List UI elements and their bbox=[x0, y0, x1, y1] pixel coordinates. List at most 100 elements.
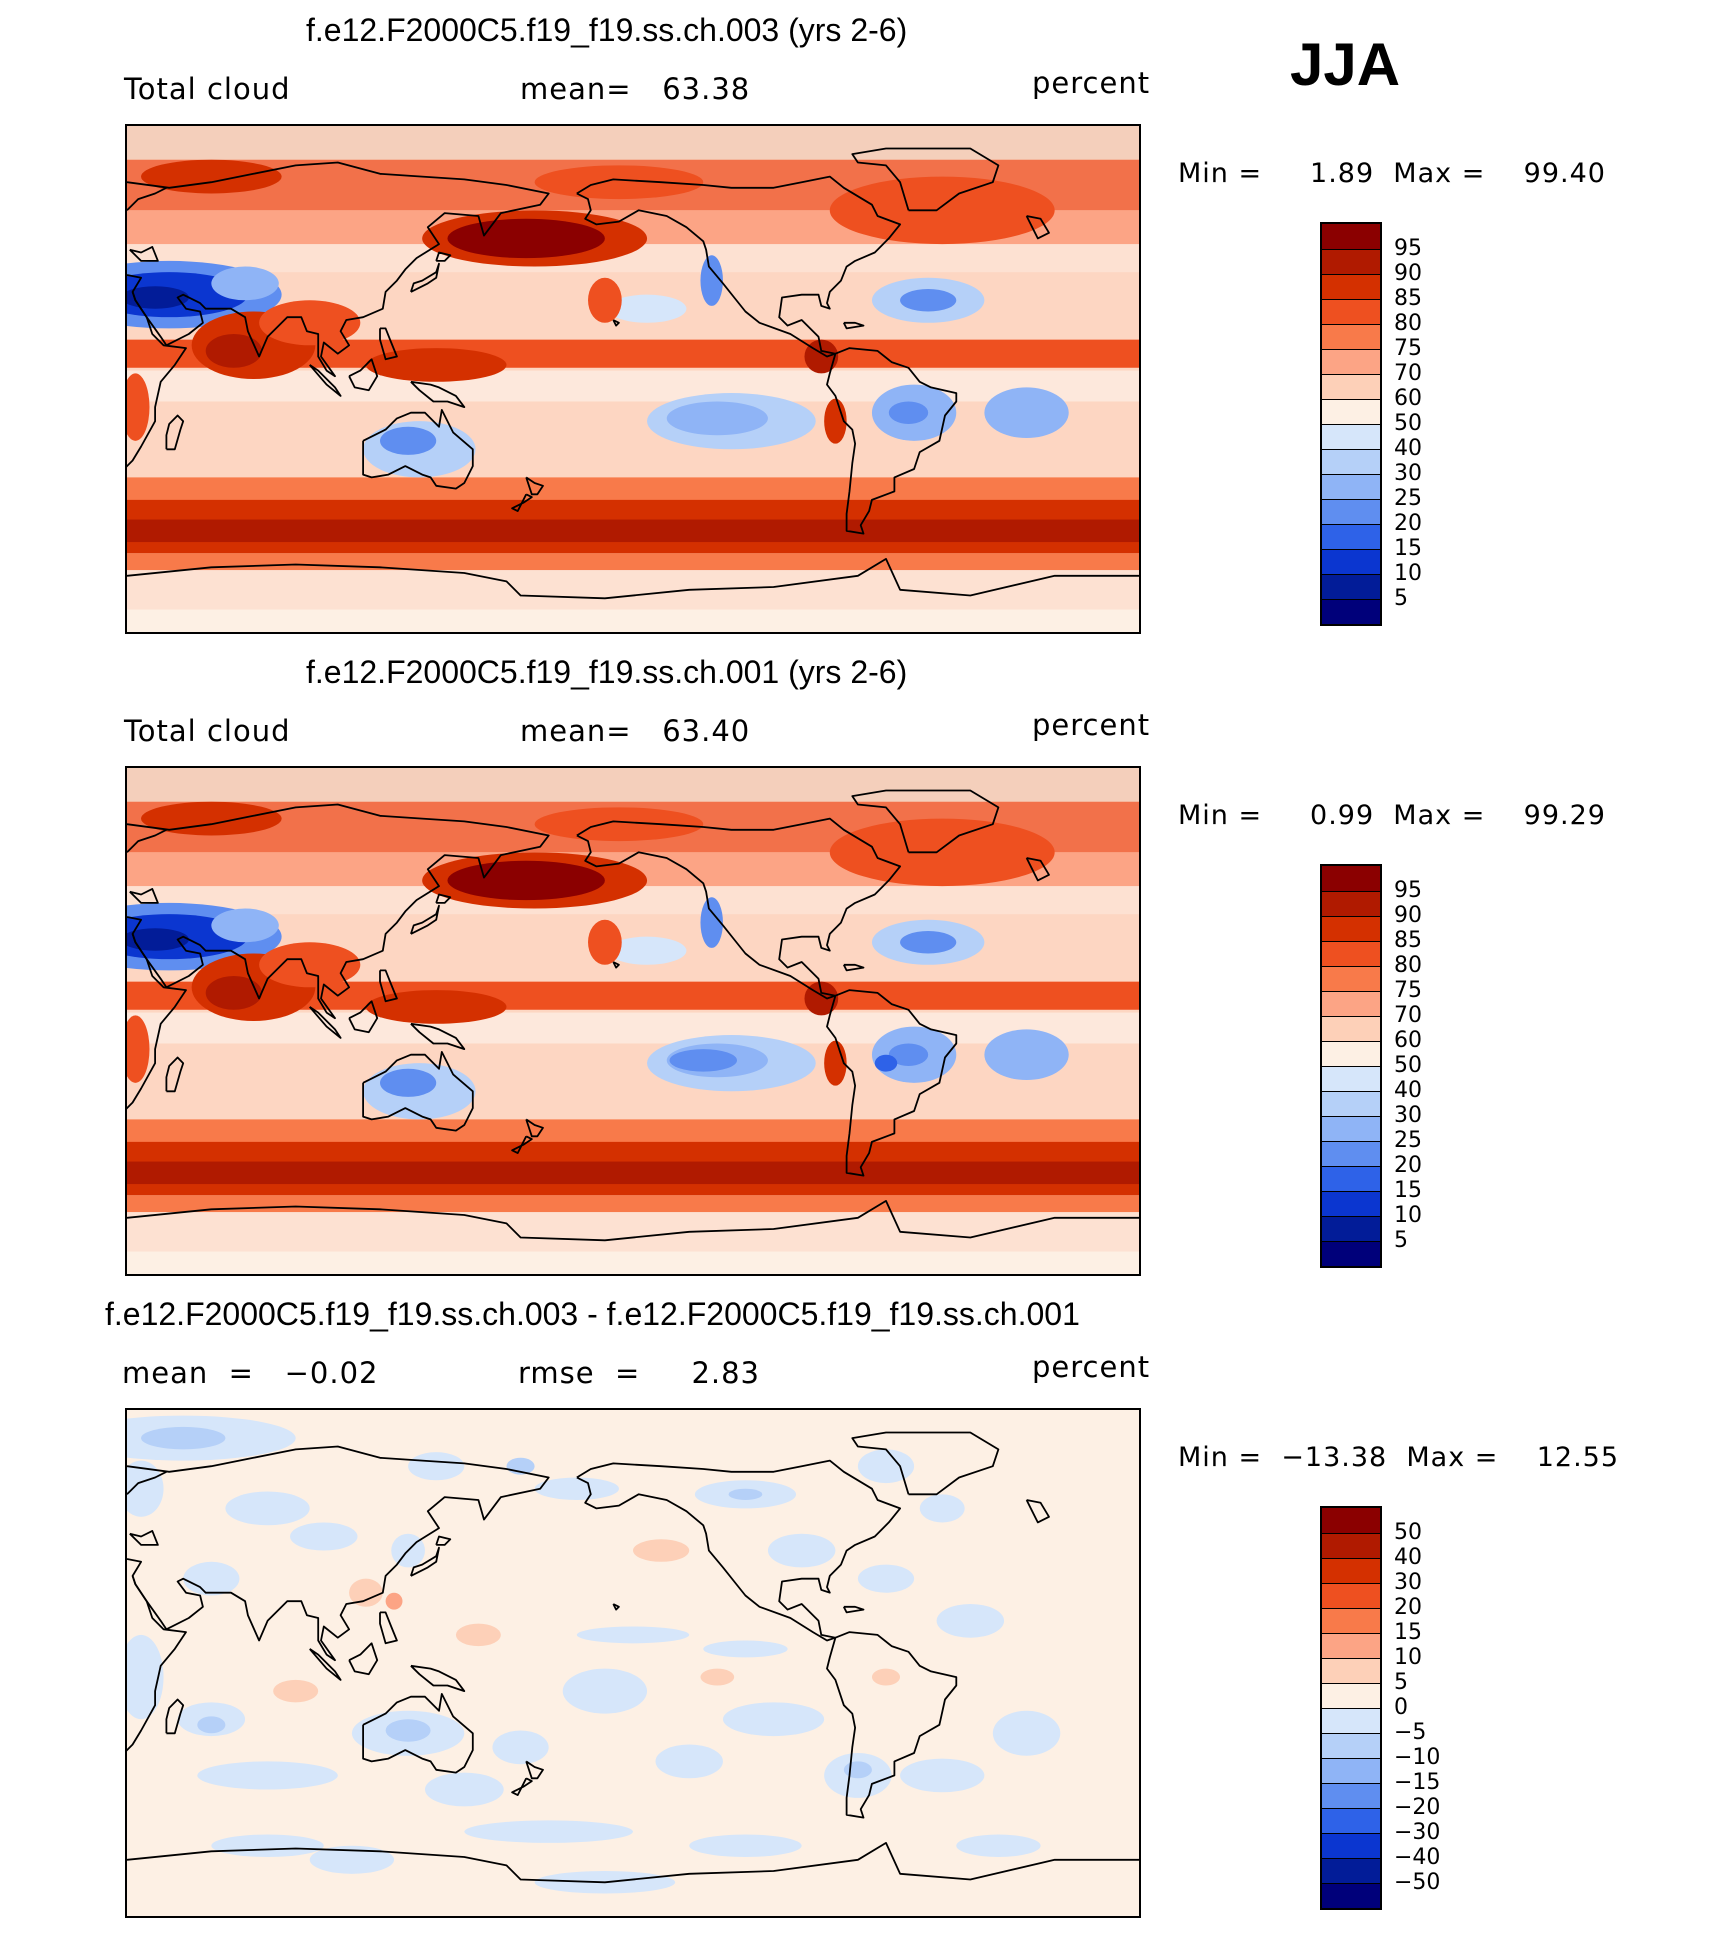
colorbar-swatch bbox=[1322, 1733, 1380, 1758]
coastline bbox=[127, 186, 167, 211]
coastline bbox=[612, 961, 620, 969]
field-band bbox=[127, 570, 1139, 610]
panel-2-map bbox=[125, 766, 1141, 1276]
colorbar-swatch bbox=[1322, 1191, 1380, 1216]
colorbar-swatch bbox=[1322, 1016, 1380, 1041]
colorbar-tick-label: 40 bbox=[1394, 1545, 1422, 1570]
field-blob bbox=[607, 936, 687, 965]
coastline bbox=[576, 817, 901, 1000]
coastline bbox=[127, 1841, 1139, 1884]
colorbar-tick-label: 5 bbox=[1394, 1228, 1408, 1253]
coastline bbox=[612, 1603, 620, 1611]
coastline bbox=[435, 1535, 452, 1546]
field-positive-region bbox=[273, 1679, 319, 1703]
colorbar-swatch bbox=[1322, 1508, 1380, 1533]
colorbar-swatch bbox=[1322, 1216, 1380, 1241]
field-negative-region bbox=[992, 1710, 1061, 1756]
colorbar-swatch bbox=[1322, 224, 1380, 249]
coastline bbox=[410, 1022, 466, 1051]
field-positive-region bbox=[349, 1578, 383, 1607]
field-blob bbox=[588, 277, 622, 323]
season-label: JJA bbox=[1290, 31, 1401, 98]
colorbar-swatch bbox=[1322, 1708, 1380, 1733]
colorbar-tick-label: −15 bbox=[1394, 1770, 1441, 1795]
panel-1-title: f.e12.F2000C5.f19_f19.ss.ch.003 (yrs 2-6… bbox=[306, 12, 908, 48]
colorbar-swatch bbox=[1322, 1658, 1380, 1683]
field-blob bbox=[888, 401, 929, 424]
field-blob bbox=[365, 348, 507, 382]
field-band bbox=[127, 519, 1139, 543]
coastline bbox=[362, 1692, 474, 1774]
colorbar-swatch bbox=[1322, 1116, 1380, 1141]
coastline bbox=[612, 319, 620, 327]
field-negative-region bbox=[689, 1834, 802, 1857]
colorbar-swatch bbox=[1322, 1608, 1380, 1633]
field-negative-region bbox=[843, 1761, 872, 1779]
coastline bbox=[410, 1664, 466, 1693]
coastline bbox=[826, 1631, 958, 1819]
colorbar-swatch bbox=[1322, 1783, 1380, 1808]
field-blob bbox=[804, 981, 839, 1016]
colorbar-tick-label: −30 bbox=[1394, 1820, 1441, 1845]
field-blob bbox=[804, 339, 839, 374]
colorbar-tick-label: −20 bbox=[1394, 1795, 1441, 1820]
colorbar-swatch bbox=[1322, 299, 1380, 324]
coastline bbox=[1025, 1499, 1050, 1524]
field-negative-region bbox=[767, 1533, 836, 1568]
panel-3-mean-label: mean = −0.02 bbox=[122, 1356, 379, 1390]
coastline bbox=[129, 1530, 159, 1546]
colorbar-swatch bbox=[1322, 424, 1380, 449]
colorbar-swatch bbox=[1322, 1833, 1380, 1858]
colorbar-swatch bbox=[1322, 1808, 1380, 1833]
field-blob bbox=[666, 401, 768, 436]
panel-2-units-label: percent bbox=[1032, 708, 1151, 742]
colorbar-tick-label: 0 bbox=[1394, 1695, 1408, 1720]
colorbar-tick-label: −40 bbox=[1394, 1845, 1441, 1870]
field-positive-region bbox=[633, 1539, 690, 1562]
field-background bbox=[127, 1410, 1139, 1916]
coastline bbox=[362, 408, 474, 490]
coastline bbox=[576, 175, 901, 358]
field-blob bbox=[829, 818, 1055, 887]
colorbar-swatch bbox=[1322, 324, 1380, 349]
field-blob bbox=[259, 942, 361, 988]
colorbar-swatch bbox=[1322, 1583, 1380, 1608]
colorbar-swatch bbox=[1322, 449, 1380, 474]
colorbar-tick-label: 75 bbox=[1394, 336, 1422, 361]
field-blob bbox=[700, 897, 723, 948]
field-band bbox=[127, 1195, 1139, 1213]
colorbar-tick-label: 5 bbox=[1394, 586, 1408, 611]
colorbar-tick-label: 10 bbox=[1394, 561, 1422, 586]
colorbar-swatch bbox=[1322, 1041, 1380, 1066]
colorbar-swatch bbox=[1322, 991, 1380, 1016]
colorbar-swatch bbox=[1322, 399, 1380, 424]
colorbar-tick-label: 90 bbox=[1394, 903, 1422, 928]
coastline bbox=[826, 347, 958, 535]
panel-1-units-label: percent bbox=[1032, 66, 1151, 100]
field-blob bbox=[141, 801, 282, 836]
colorbar-tick-label: 50 bbox=[1394, 1053, 1422, 1078]
field-negative-region bbox=[576, 1626, 690, 1644]
coastline bbox=[435, 251, 452, 262]
field-negative-region bbox=[492, 1730, 549, 1765]
coastline bbox=[842, 321, 865, 330]
colorbar-swatch bbox=[1322, 966, 1380, 991]
colorbar-tick-label: 90 bbox=[1394, 261, 1422, 286]
field-positive-region bbox=[871, 1668, 901, 1686]
colorbar-swatch bbox=[1322, 274, 1380, 299]
coastline bbox=[348, 1642, 379, 1676]
colorbar-swatch bbox=[1322, 941, 1380, 966]
field-negative-region bbox=[919, 1494, 965, 1523]
colorbar-tick-label: 40 bbox=[1394, 436, 1422, 461]
coastline bbox=[525, 476, 544, 496]
field-blob bbox=[365, 990, 507, 1024]
coastline bbox=[511, 493, 533, 513]
colorbar-tick-label: 25 bbox=[1394, 1128, 1422, 1153]
field-blob bbox=[534, 165, 704, 200]
colorbar-swatch bbox=[1322, 1758, 1380, 1783]
coastline bbox=[410, 380, 466, 409]
colorbar-swatch bbox=[1322, 1883, 1380, 1908]
field-blob bbox=[205, 976, 262, 1010]
field-positive-region bbox=[385, 1592, 403, 1610]
colorbar-tick-label: 5 bbox=[1394, 1670, 1408, 1695]
